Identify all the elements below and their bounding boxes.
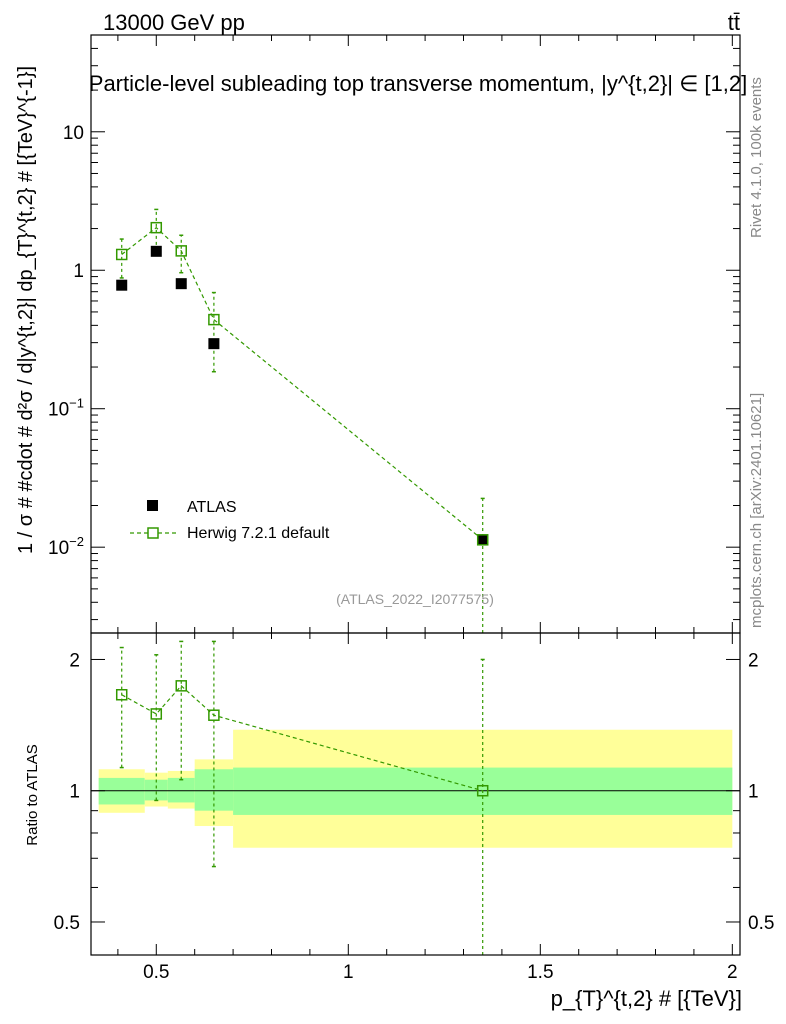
- axes-layer: 0.5 1 1.5 2 10−2 10−1 1 10 0.5 0.5 1 1 2 2: [48, 34, 774, 983]
- ratio-mc-point: [175, 680, 187, 692]
- ratio-y-tick-label-right: 1: [748, 782, 759, 803]
- ratio-mc-line: [121, 684, 483, 792]
- ratio-mc-point: [476, 784, 489, 797]
- y-tick-label: 10: [63, 123, 84, 144]
- atlas-point: [208, 338, 220, 350]
- ratio-y-tick-label-right: 2: [748, 650, 759, 671]
- mc-line: [121, 226, 484, 541]
- x-tick-label: 0.5: [143, 962, 169, 983]
- atlas-point: [116, 279, 128, 291]
- ratio-y-tick-label: 1: [69, 782, 80, 803]
- mc-point: [476, 534, 489, 546]
- ratio-mc-point: [208, 709, 220, 721]
- mc-point: [208, 313, 220, 326]
- band-inner-1: [144, 779, 168, 801]
- main-series-layer: [115, 208, 489, 633]
- chart-title: Particle-level subleading top transverse…: [89, 71, 747, 96]
- legend-data-label: ATLAS: [187, 499, 237, 516]
- energy-label: 13000 GeV pp: [103, 10, 245, 35]
- ratio-mc-point: [115, 689, 128, 701]
- ratio-y-tick-label-right: 0.5: [748, 913, 774, 934]
- legend-mc-label: Herwig 7.2.1 default: [187, 525, 330, 542]
- analysis-reference: (ATLAS_2022_I2077575): [336, 591, 494, 607]
- process-label: tt̄: [728, 10, 740, 35]
- main-frame: [90, 34, 741, 634]
- x-tick-label: 2: [727, 962, 738, 983]
- x-axis-title: p_{T}^{t,2} # [{TeV}]: [551, 986, 742, 1011]
- atlas-point: [477, 534, 489, 546]
- band-inner-2: [167, 777, 195, 803]
- atlas-point: [175, 278, 187, 290]
- ratio-uncertainty-bands: [98, 729, 733, 848]
- rivet-label: Rivet 4.1.0, 100k events: [748, 77, 765, 238]
- main-y-axis-title: 1 / σ # #cdot # d²σ / d|y^{t,2}| dp_{T}^…: [15, 66, 37, 554]
- mc-point: [115, 248, 128, 261]
- x-tick-label: 1.5: [527, 962, 553, 983]
- y-tick-label: 10−1: [48, 396, 84, 421]
- source-label: mcplots.cern.ch [arXiv:2401.10621]: [748, 393, 765, 628]
- x-tick-label: 1: [343, 962, 354, 983]
- atlas-point: [150, 245, 162, 257]
- ratio-y-axis-title: Ratio to ATLAS: [24, 744, 41, 845]
- mc-point: [150, 221, 163, 234]
- ratio-frame: [90, 632, 741, 956]
- legend-mc-marker: [147, 527, 159, 539]
- y-tick-label: 10−2: [48, 534, 84, 559]
- ratio-y-tick-label: 2: [69, 650, 80, 671]
- ratio-series-layer: [91, 640, 740, 955]
- y-tick-label: 1: [73, 261, 84, 282]
- ratio-mc-point: [150, 708, 163, 720]
- legend-data-marker: [147, 500, 158, 511]
- legend: ATLAS Herwig 7.2.1 default: [130, 499, 330, 542]
- ratio-y-tick-label: 0.5: [54, 913, 80, 934]
- mc-point: [175, 245, 187, 257]
